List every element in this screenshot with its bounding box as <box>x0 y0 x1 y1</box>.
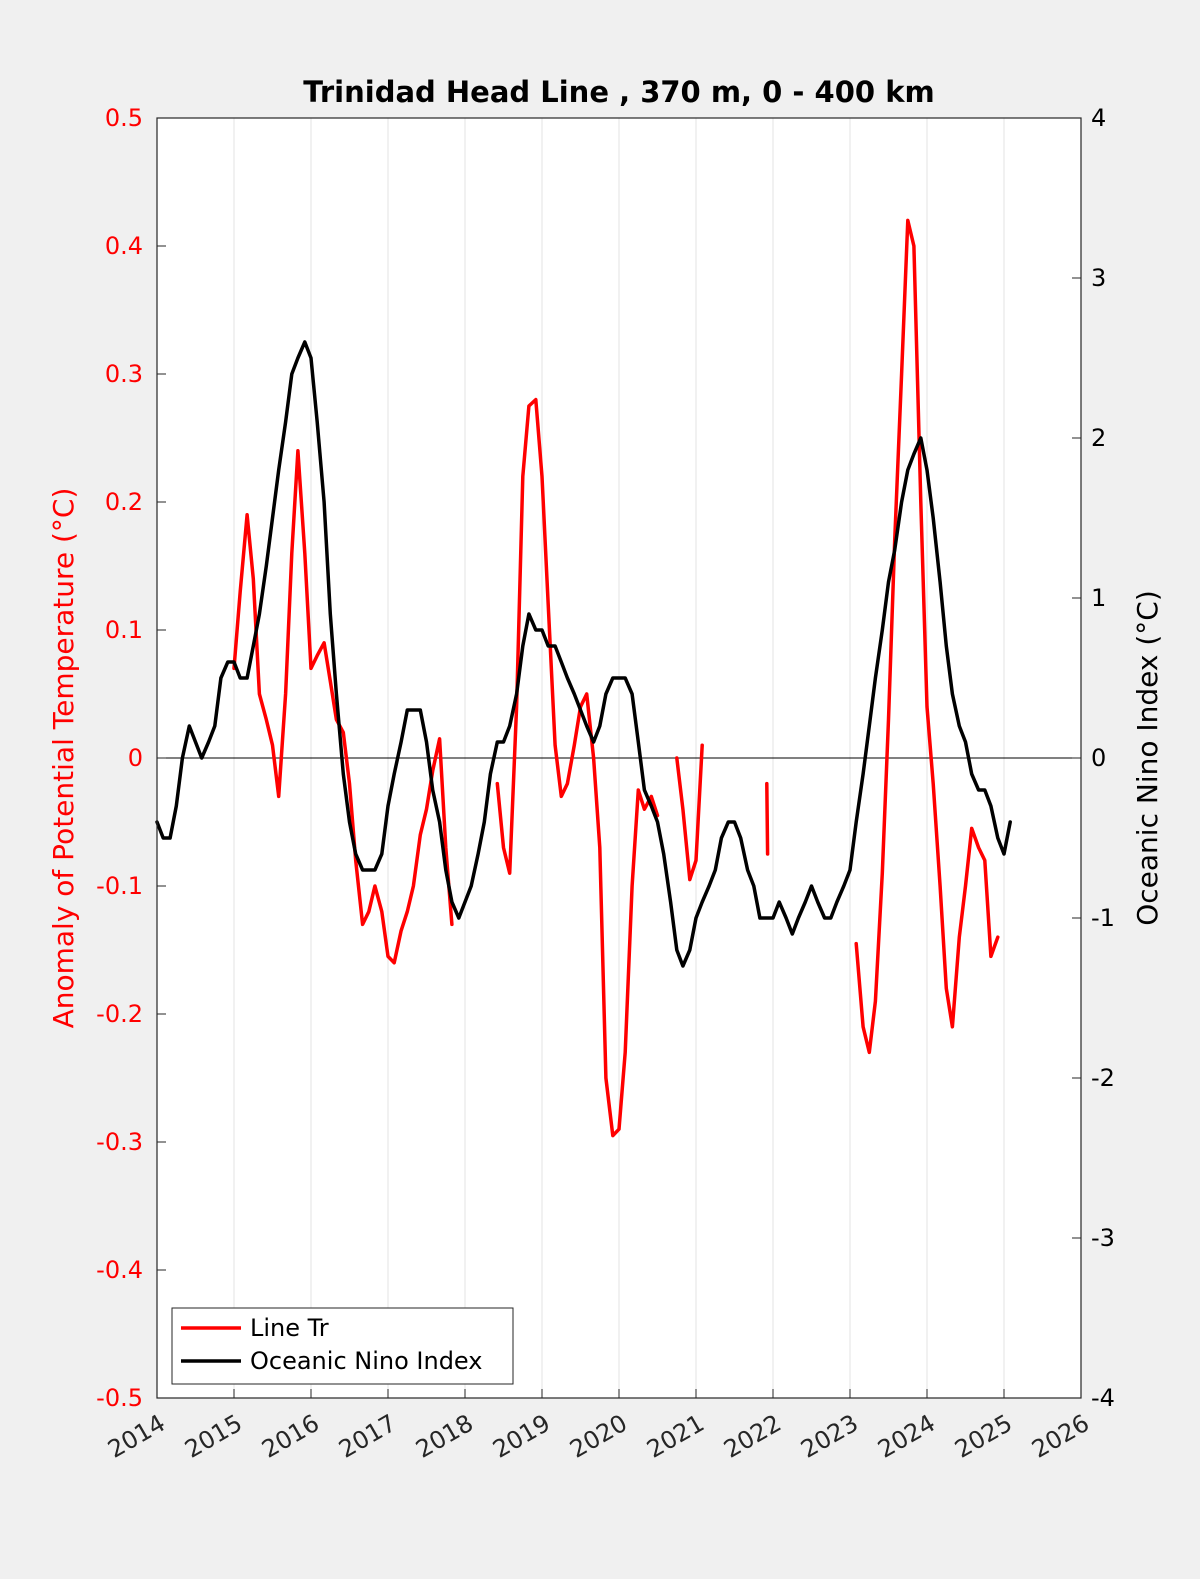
y-left-tick-label: -0.3 <box>96 1128 143 1156</box>
x-tick-label: 2019 <box>488 1409 555 1464</box>
y-right-tick-label: -3 <box>1091 1224 1115 1252</box>
y-right-tick-label: 0 <box>1091 744 1106 772</box>
x-tick-label: 2024 <box>873 1409 940 1464</box>
x-tick-label: 2022 <box>719 1409 786 1464</box>
y-right-tick-label: 3 <box>1091 264 1106 292</box>
series-line-tr-segment-1 <box>495 397 660 1138</box>
y-left-tick-label: 0.4 <box>105 232 143 260</box>
x-tick-label: 2020 <box>565 1409 632 1464</box>
x-tick-label: 2018 <box>411 1409 478 1464</box>
y-axis-left-label: Anomaly of Potential Temperature (°C) <box>47 488 80 1029</box>
legend-label-oni: Oceanic Nino Index <box>250 1347 482 1375</box>
x-tick-label: 2023 <box>796 1409 863 1464</box>
legend-box <box>171 1307 514 1385</box>
chart-title: Trinidad Head Line , 370 m, 0 - 400 km <box>303 75 934 109</box>
y-left-tick-label: 0.2 <box>105 488 143 516</box>
x-tick-label: 2014 <box>103 1409 170 1464</box>
series-layer <box>155 218 1012 1138</box>
legend: Line Tr Oceanic Nino Index <box>171 1307 514 1385</box>
x-tick-label: 2025 <box>950 1409 1017 1464</box>
x-tick-label: 2016 <box>257 1409 324 1464</box>
y-left-tick-label: 0.3 <box>105 360 143 388</box>
y-right-tick-label: -1 <box>1091 904 1115 932</box>
series-oni-segment-0 <box>155 340 1012 968</box>
series-line-tr-segment-2 <box>675 743 704 882</box>
y-axis-right-label: Oceanic Nino Index (°C) <box>1131 590 1164 926</box>
y-left-tick-label: -0.1 <box>96 872 143 900</box>
y-left-tick-label: -0.5 <box>96 1384 143 1412</box>
y-right-tick-label: 4 <box>1091 104 1106 132</box>
x-tick-label: 2021 <box>642 1409 709 1464</box>
x-tick-label: 2015 <box>180 1409 247 1464</box>
y-right-tick-label: 2 <box>1091 424 1106 452</box>
y-left-tick-label: 0 <box>128 744 143 772</box>
y-right-tick-label: 1 <box>1091 584 1106 612</box>
series-line-tr-segment-4 <box>854 218 1000 1055</box>
y-left-tick-label: 0.1 <box>105 616 143 644</box>
series-line-tr-segment-3 <box>765 781 770 856</box>
series-line-tr-segment-0 <box>232 449 454 965</box>
x-tick-label: 2026 <box>1027 1409 1094 1464</box>
y-left-tick-label: 0.5 <box>105 104 143 132</box>
y-right-tick-label: -4 <box>1091 1384 1115 1412</box>
legend-label-line-tr: Line Tr <box>250 1314 329 1342</box>
y-left-tick-label: -0.2 <box>96 1000 143 1028</box>
y-left-tick-label: -0.4 <box>96 1256 143 1284</box>
y-right-tick-label: -2 <box>1091 1064 1115 1092</box>
x-tick-label: 2017 <box>334 1409 401 1464</box>
